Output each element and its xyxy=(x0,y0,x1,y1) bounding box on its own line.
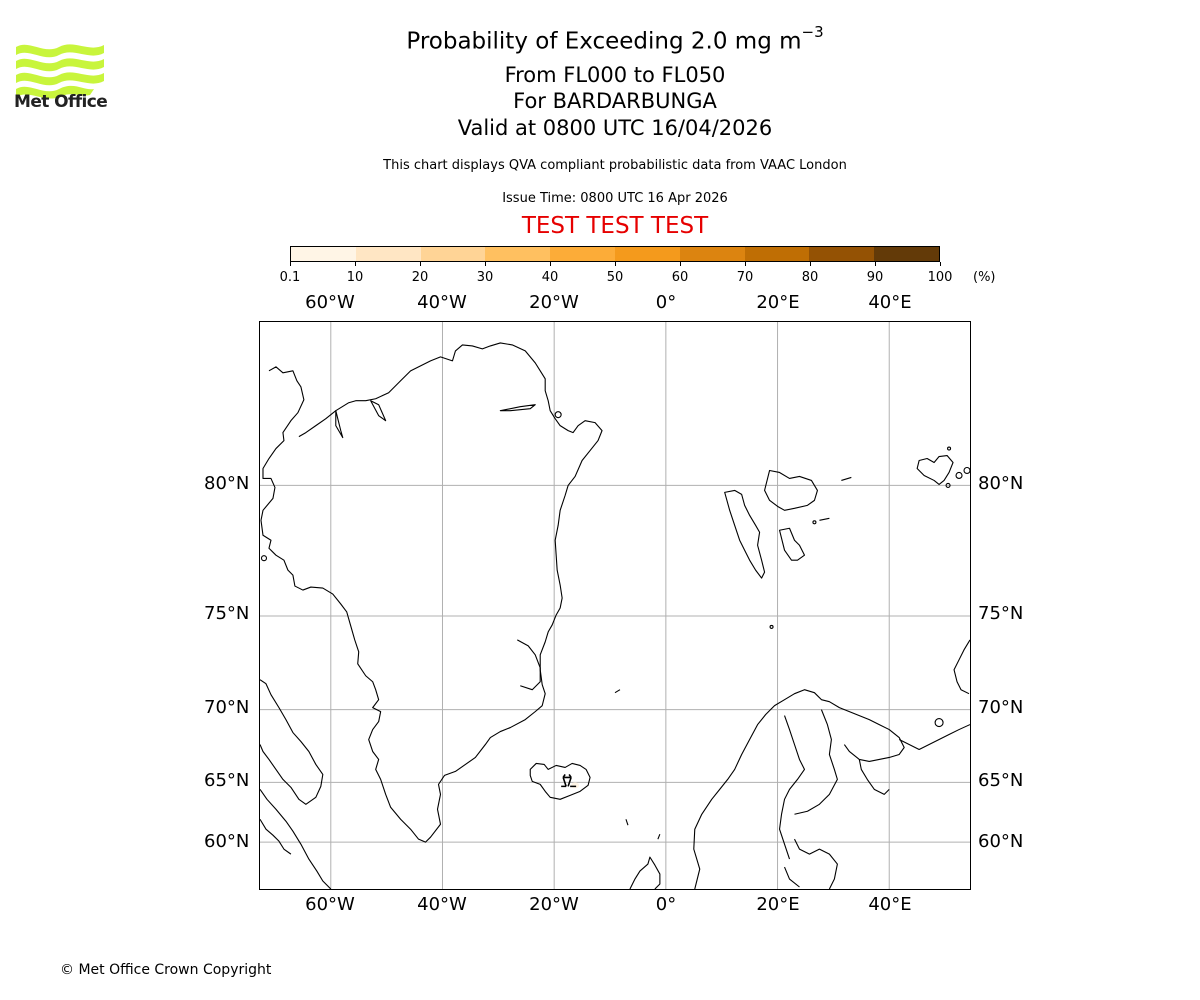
lon-label-top: 60°W xyxy=(305,292,355,313)
logo-text: Met Office xyxy=(14,92,108,112)
colorbar-tick-label: 50 xyxy=(606,270,624,285)
franz-josef-coast xyxy=(916,454,954,485)
lat-label-left: 70°N xyxy=(204,697,250,718)
colorbar-bin xyxy=(809,247,875,261)
lon-label-top: 20°W xyxy=(529,292,579,313)
lat-label-right: 65°N xyxy=(978,770,1024,791)
map-canvas[interactable] xyxy=(259,321,971,890)
title-superscript: −3 xyxy=(801,23,824,41)
colorbar-tick xyxy=(419,262,421,266)
lat-label-left: 60°N xyxy=(204,831,250,852)
colorbar-tick-label: 0.1 xyxy=(279,270,301,285)
volcano-name: For BARDARBUNGA xyxy=(513,89,717,113)
lon-label-bottom: 20°E xyxy=(756,894,800,915)
colorbar-tick xyxy=(744,262,746,266)
colorbar-tick-label: 20 xyxy=(411,270,429,285)
valid-time: Valid at 0800 UTC 16/04/2026 xyxy=(457,116,773,140)
title-text: Probability of Exceeding 2.0 mg m xyxy=(406,28,802,55)
colorbar-tick-label: 80 xyxy=(801,270,819,285)
met-office-logo xyxy=(16,44,104,99)
copyright-notice: © Met Office Crown Copyright xyxy=(60,962,272,978)
lat-label-right: 75°N xyxy=(978,603,1024,624)
colorbar-bin xyxy=(679,247,745,261)
colorbar xyxy=(290,246,940,262)
colorbar-tick xyxy=(354,262,356,266)
scotland-coast xyxy=(629,856,661,889)
colorbar-tick xyxy=(874,262,876,266)
colorbar-tick xyxy=(939,262,941,266)
colorbar-tick-label: 40 xyxy=(541,270,559,285)
colorbar-unit: (%) xyxy=(973,270,996,285)
chart-description: This chart displays QVA compliant probab… xyxy=(383,158,847,173)
colorbar-bin xyxy=(744,247,810,261)
lon-label-bottom: 0° xyxy=(655,894,677,915)
colorbar-tick xyxy=(614,262,616,266)
colorbar-tick-label: 60 xyxy=(671,270,689,285)
colorbar-bin xyxy=(874,247,939,261)
lon-label-bottom: 60°W xyxy=(305,894,355,915)
colorbar-tick-label: 30 xyxy=(476,270,494,285)
lon-label-top: 20°E xyxy=(756,292,800,313)
lat-label-right: 70°N xyxy=(978,697,1024,718)
chart-title: Probability of Exceeding 2.0 mg m−3 xyxy=(0,23,1200,55)
lat-label-left: 80°N xyxy=(204,473,250,494)
colorbar-bin xyxy=(614,247,680,261)
lon-label-bottom: 40°W xyxy=(417,894,467,915)
colorbar-bin xyxy=(485,247,551,261)
scandinavia-coast xyxy=(693,689,905,889)
lat-label-left: 75°N xyxy=(204,603,250,624)
level-range: From FL000 to FL050 xyxy=(504,63,726,87)
colorbar-tick-label: 70 xyxy=(736,270,754,285)
colorbar-tick xyxy=(289,262,291,266)
colorbar-bin xyxy=(355,247,421,261)
colorbar-tick xyxy=(809,262,811,266)
svalbard-coast xyxy=(724,489,766,579)
met-office-waves-icon xyxy=(16,44,104,99)
colorbar-tick xyxy=(549,262,551,266)
lat-label-right: 80°N xyxy=(978,473,1024,494)
lat-label-left: 65°N xyxy=(204,770,250,791)
colorbar-tick-label: 90 xyxy=(866,270,884,285)
lat-label-right: 60°N xyxy=(978,831,1024,852)
volcano-icon xyxy=(561,773,577,788)
colorbar-bin xyxy=(291,247,356,261)
issue-time: Issue Time: 0800 UTC 16 Apr 2026 xyxy=(502,191,728,206)
greenland-coast xyxy=(260,342,603,843)
coastlines xyxy=(260,342,970,889)
baffin-coast xyxy=(260,679,324,805)
test-banner: TEST TEST TEST xyxy=(521,213,709,239)
lon-label-bottom: 20°W xyxy=(529,894,579,915)
lon-label-bottom: 40°E xyxy=(868,894,912,915)
probability-region xyxy=(571,782,580,789)
colorbar-tick-label: 10 xyxy=(346,270,364,285)
iceland-coast xyxy=(529,762,591,800)
colorbar-tick-label: 100 xyxy=(927,270,953,285)
lon-label-top: 0° xyxy=(655,292,677,313)
lon-label-top: 40°E xyxy=(868,292,912,313)
gridlines xyxy=(260,322,970,889)
colorbar-tick xyxy=(484,262,486,266)
colorbar-bin xyxy=(550,247,615,261)
colorbar-bin xyxy=(420,247,486,261)
colorbar-tick xyxy=(679,262,681,266)
lon-label-top: 40°W xyxy=(417,292,467,313)
